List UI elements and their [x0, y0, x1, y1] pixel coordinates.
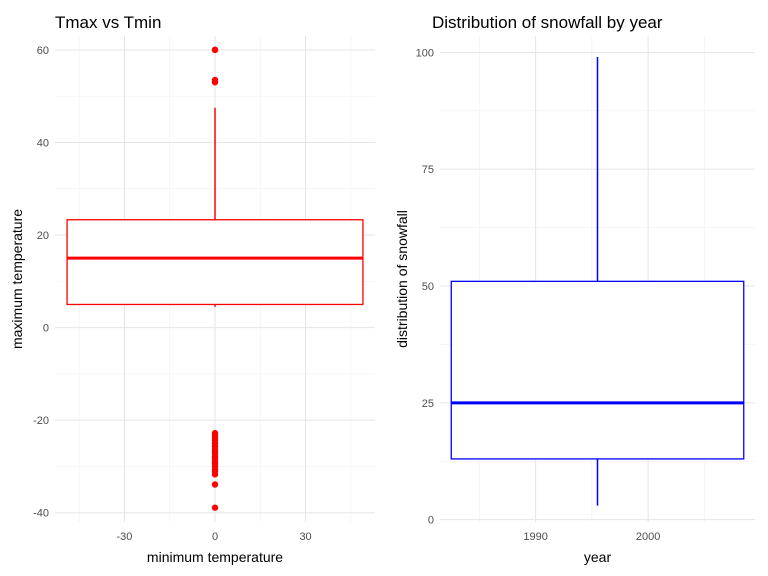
chart1-x-axis-title: minimum temperature — [147, 549, 283, 565]
chart2-box — [450, 280, 745, 460]
chart2-y-tick-label: 100 — [416, 47, 434, 59]
chart2-y-tick-label: 0 — [428, 515, 434, 527]
chart1-x-tick-label: -30 — [116, 531, 132, 543]
chart1-y-tick-label: 40 — [37, 137, 49, 149]
chart1-title: Tmax vs Tmin — [55, 13, 161, 32]
chart2-title: Distribution of snowfall by year — [432, 13, 663, 32]
chart2-y-tick-label: 25 — [422, 398, 434, 410]
chart1-x-tick-label: 30 — [299, 531, 311, 543]
chart1-outlier-point — [211, 504, 219, 511]
chart2-x-tick-label: 1990 — [523, 531, 547, 543]
chart1-y-tick-label: -40 — [33, 508, 49, 520]
chart1-outlier-point — [211, 79, 219, 86]
chart1-outlier-point — [211, 471, 219, 478]
chart1-box — [66, 219, 364, 306]
chart1-y-tick-label: 20 — [37, 230, 49, 242]
chart2-y-axis-title: distribution of snowfall — [394, 210, 410, 348]
chart2-y-tick-label: 50 — [422, 281, 434, 293]
chart2-x-axis-title: year — [584, 549, 612, 565]
chart1-y-tick-label: 60 — [37, 45, 49, 57]
chart1-y-axis-title: maximum temperature — [9, 209, 25, 349]
chart1-outlier-point — [211, 481, 219, 488]
chart1-outlier-point — [211, 46, 219, 54]
chart1-x-tick-label: 0 — [212, 531, 218, 543]
chart1-y-tick-label: -20 — [33, 415, 49, 427]
chart2-x-tick-label: 2000 — [636, 531, 660, 543]
chart2-y-tick-label: 75 — [422, 164, 434, 176]
chart1-y-tick-label: 0 — [43, 323, 49, 335]
